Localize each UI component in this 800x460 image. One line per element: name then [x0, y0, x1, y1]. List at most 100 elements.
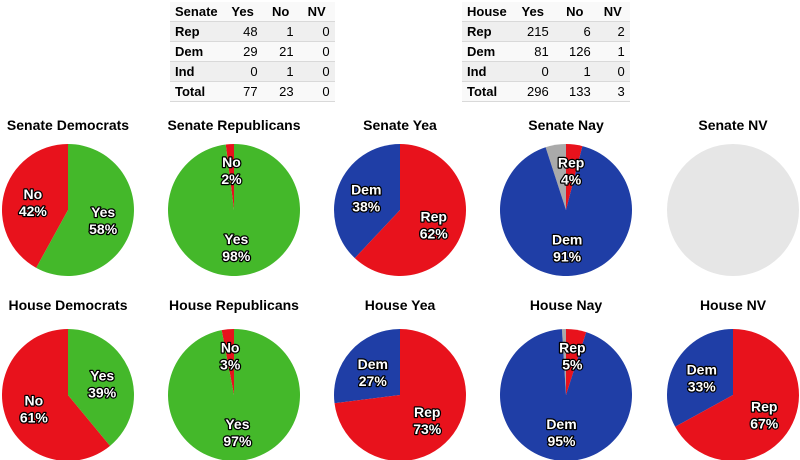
- table-cell: 0: [595, 61, 630, 82]
- table-header-row: House Yes No NV: [462, 2, 630, 22]
- pie-slice-label: No: [25, 392, 44, 408]
- table-cell: 21: [262, 41, 299, 62]
- table-header-cell: Senate: [170, 2, 223, 22]
- pie-slice-percent: 58%: [89, 221, 118, 237]
- pie-slice-label: Dem: [546, 416, 576, 432]
- table-cell: 81: [511, 41, 554, 62]
- table-row: Rep 215 6 2: [462, 21, 630, 42]
- table-cell: 126: [553, 41, 596, 62]
- pie-slice-yes: [36, 144, 134, 276]
- pie-slice-label: Dem: [351, 182, 381, 198]
- pie-title: House NV: [700, 297, 767, 313]
- pie-slice-percent: 3%: [220, 356, 241, 372]
- pie-slice-label: Dem: [358, 356, 388, 372]
- table-row-header: Total: [170, 81, 223, 102]
- pie-slice-label: No: [221, 339, 240, 355]
- pie-slice-no: [221, 329, 234, 395]
- table-header-cell: No: [553, 2, 596, 22]
- table-header-cell: No: [262, 2, 299, 22]
- table-cell: 48: [222, 21, 263, 42]
- pie-slice-percent: 27%: [359, 373, 388, 389]
- pie-slice-label: No: [222, 154, 241, 170]
- pie-slice-percent: 39%: [88, 385, 117, 401]
- table-cell: 1: [595, 41, 630, 62]
- pie-slice-label: Yes: [90, 368, 114, 384]
- table-cell: 0: [511, 61, 554, 82]
- table-row-header: Dem: [170, 41, 223, 62]
- pie-slice-label: Dem: [552, 231, 582, 247]
- pie-slice-percent: 42%: [19, 203, 48, 219]
- table-row: Ind 0 1 0: [170, 61, 335, 82]
- pie-slice-yes: [168, 329, 300, 460]
- pie-slice-percent: 5%: [562, 357, 583, 373]
- pie-title: Senate Yea: [363, 117, 437, 133]
- table-cell: 1: [262, 21, 299, 42]
- table-header-cell: Yes: [511, 2, 554, 22]
- pie-slice-other: [545, 144, 566, 210]
- table-cell: 0: [298, 61, 335, 82]
- table-row-header: Rep: [462, 21, 512, 42]
- pie-slice-percent: 2%: [221, 171, 242, 187]
- pie-title: House Nay: [530, 297, 603, 313]
- pie-slice-rep: [675, 329, 799, 460]
- pie-slice-rep: [566, 329, 587, 395]
- pie-slice-yes: [68, 329, 134, 446]
- table-row-header: Dem: [462, 41, 512, 62]
- pie-slice-percent: 4%: [561, 171, 582, 187]
- pie-title: House Republicans: [169, 297, 299, 313]
- table-cell: 23: [262, 81, 299, 102]
- pie-title: Senate Democrats: [7, 117, 129, 133]
- pie-slice-label: Yes: [224, 231, 248, 247]
- table-cell: 0: [298, 21, 335, 42]
- table-cell: 133: [553, 81, 596, 102]
- pie-slice-dem: [500, 146, 633, 276]
- pie-slice-other: [561, 329, 566, 395]
- pie-title: Senate NV: [698, 117, 768, 133]
- pie-slice-percent: 97%: [223, 433, 252, 449]
- table-cell: 77: [222, 81, 263, 102]
- pie-slice-dem: [500, 329, 632, 460]
- table-cell: 1: [553, 61, 596, 82]
- table-row-header: Rep: [170, 21, 223, 42]
- pie-slice-percent: 73%: [413, 421, 442, 437]
- table-row: Ind 0 1 0: [462, 61, 630, 82]
- table-row: Rep 48 1 0: [170, 21, 335, 42]
- table-row-header: Ind: [462, 61, 512, 82]
- pie-slice-percent: 33%: [688, 379, 717, 395]
- pie-slice-no: [2, 329, 111, 460]
- table-cell: 0: [222, 61, 263, 82]
- pie-slice-label: Rep: [421, 208, 447, 224]
- pie-title: Senate Republicans: [167, 117, 300, 133]
- pie-title: House Yea: [365, 297, 436, 313]
- table-cell: 1: [262, 61, 299, 82]
- table-cell: 296: [511, 81, 554, 102]
- table-row-header: Ind: [170, 61, 223, 82]
- pie-title: House Democrats: [8, 297, 127, 313]
- pie-slice-percent: 38%: [352, 199, 381, 215]
- table-row: Total 296 133 3: [462, 81, 630, 102]
- senate-vote-table: Senate Yes No NV Rep 48 1 0 Dem 29 21 0 …: [170, 2, 335, 102]
- pie-empty: [667, 144, 799, 276]
- table-header-cell: House: [462, 2, 512, 22]
- table-cell: 6: [553, 21, 596, 42]
- pie-slice-percent: 61%: [20, 409, 49, 425]
- table-cell: 2: [595, 21, 630, 42]
- pie-slice-yes: [167, 144, 300, 276]
- table-row: Total 77 23 0: [170, 81, 335, 102]
- table-cell: 0: [298, 41, 335, 62]
- pie-slice-label: Yes: [225, 416, 249, 432]
- pie-slice-no: [225, 144, 234, 210]
- pie-title: Senate Nay: [528, 117, 604, 133]
- pie-slice-percent: 91%: [553, 248, 582, 264]
- pie-slice-percent: 95%: [547, 433, 576, 449]
- table-row-header: Total: [462, 81, 512, 102]
- table-row: Dem 29 21 0: [170, 41, 335, 62]
